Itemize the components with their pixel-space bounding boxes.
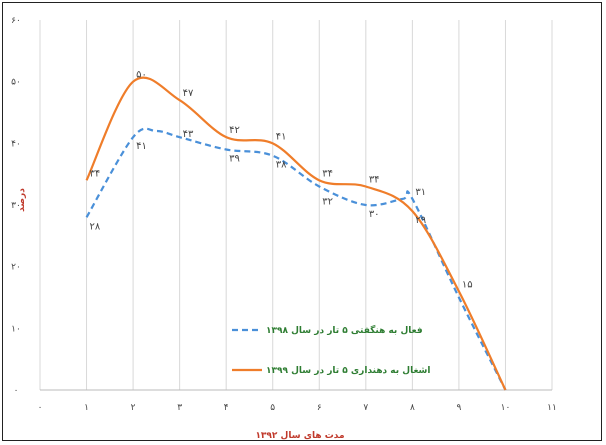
chart-frame — [2, 2, 602, 441]
data-label: ۲۹ — [415, 215, 426, 226]
legend-label-1: اشغال به دهنداری ۵ تار در سال ۱۳۹۹ — [266, 366, 430, 376]
y-axis-ticks: ۰ ۱۰ ۲۰ ۳۰ ۴۰ ۵۰ ۶۰ — [11, 16, 21, 396]
x-axis-title: مدت های سال ۱۳۹۲ — [255, 431, 344, 441]
x-tick-label: ۳ — [177, 403, 182, 413]
data-label: ۳۹ — [229, 154, 240, 165]
data-label: ۳۸ — [276, 160, 287, 171]
y-tick-label: ۶۰ — [11, 16, 21, 26]
x-tick-label: ۶ — [317, 403, 322, 413]
data-label: ۳۱ — [415, 187, 426, 198]
series-line-0 — [85, 127, 507, 391]
data-label: ۴۱ — [136, 141, 147, 152]
series-lines — [85, 76, 507, 391]
data-label: ۴۳ — [183, 129, 194, 140]
data-label: ۴۲ — [229, 125, 240, 136]
grid-lines — [39, 20, 553, 391]
legend-label-0: فعال به هنگفتی ۵ تار در سال ۱۳۹۸ — [266, 324, 423, 336]
data-label: ۵۰ — [136, 70, 147, 81]
x-tick-label: ۰ — [38, 403, 43, 413]
x-tick-label: ۲ — [131, 403, 136, 413]
data-label: ۴۷ — [183, 88, 194, 99]
legend: فعال به هنگفتی ۵ تار در سال ۱۳۹۸ اشغال به… — [232, 324, 430, 376]
series-line-1 — [85, 76, 507, 391]
y-tick-label: ۴۰ — [11, 139, 21, 149]
y-axis-title: درصد — [17, 188, 27, 212]
data-label: ۳۰ — [369, 209, 380, 220]
x-tick-label: ۱۰ — [501, 403, 511, 413]
x-tick-label: ۵ — [270, 403, 275, 413]
data-label: ۳۲ — [322, 197, 333, 208]
data-label: ۳۴ — [322, 168, 333, 179]
y-tick-label: ۱۰ — [11, 324, 21, 334]
data-labels: ۲۸ ۴۱ ۴۳ ۳۹ ۳۸ ۳۲ ۳۰ ۲۹ ۳۴ ۵۰ ۴۷ ۴۲ ۴۱ ۳۴ ۳۴ ۳۱ ۱۵ — [90, 70, 473, 291]
x-tick-label: ۸ — [410, 403, 415, 413]
data-label: ۴۱ — [276, 131, 287, 142]
x-tick-label: ۴ — [224, 403, 229, 413]
x-tick-label: ۱۱ — [547, 403, 557, 413]
data-label: ۱۵ — [462, 279, 473, 290]
y-tick-label: ۲۰ — [11, 263, 21, 273]
x-tick-label: ۱ — [84, 403, 89, 413]
data-label: ۲۸ — [90, 221, 101, 232]
y-tick-label: ۵۰ — [11, 78, 21, 88]
y-tick-label: ۳۰ — [11, 201, 21, 211]
y-tick-label: ۰ — [14, 386, 19, 396]
data-label: ۳۴ — [90, 168, 101, 179]
x-axis-ticks: ۰ ۱ ۲ ۳ ۴ ۵ ۶ ۷ ۸ ۹ ۱۰ ۱۱ — [38, 403, 557, 413]
x-tick-label: ۷ — [363, 403, 368, 413]
data-label: ۳۴ — [369, 175, 380, 186]
x-tick-label: ۹ — [456, 403, 461, 413]
